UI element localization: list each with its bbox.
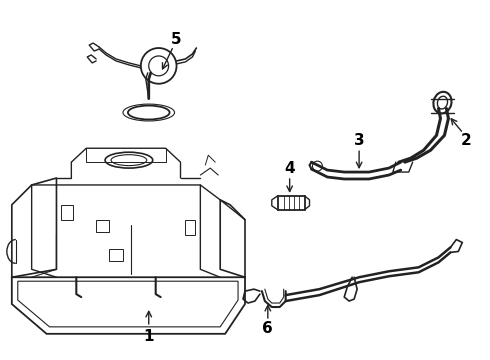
Text: 5: 5 — [171, 32, 182, 46]
Text: 2: 2 — [461, 133, 472, 148]
Text: 6: 6 — [263, 321, 273, 336]
Text: 4: 4 — [284, 161, 295, 176]
Text: 3: 3 — [354, 133, 365, 148]
Text: 1: 1 — [144, 329, 154, 344]
